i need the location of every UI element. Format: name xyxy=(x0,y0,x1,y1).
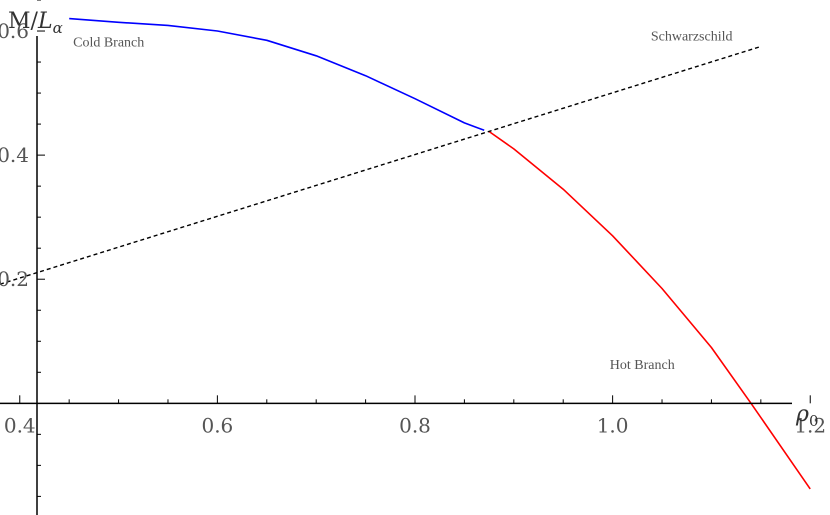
x-tick-label: 0.8 xyxy=(399,413,431,437)
y-axis-label-main: L xyxy=(37,9,53,34)
x-tick-label: 0.4 xyxy=(4,413,36,437)
y-axis-label-prefix: M/ xyxy=(8,9,39,34)
y-tick-label: 0.2 xyxy=(0,267,29,291)
annotations-layer: Cold Branch Schwarzschild Hot Branch xyxy=(73,29,732,373)
x-ticks: 0.4 0.6 0.8 1.0 1.2 xyxy=(4,395,826,437)
y-ticks: 0.2 0.4 0.6 xyxy=(0,0,45,497)
x-tick-label: 0.6 xyxy=(201,413,233,437)
x-tick-label: 1.0 xyxy=(597,413,629,437)
series-line-cold-branch xyxy=(69,17,485,132)
x-axis-label-sub: 0 xyxy=(809,412,819,430)
x-tick-label: 1.2 xyxy=(794,413,826,437)
x-axis-label: ρ0 xyxy=(795,402,818,430)
annotation-schwarzschild: Schwarzschild xyxy=(651,29,733,44)
series-line-hot-branch xyxy=(488,130,811,490)
y-axis-label-sub: α xyxy=(53,19,63,37)
annotation-cold-branch: Cold Branch xyxy=(73,36,144,51)
annotation-hot-branch: Hot Branch xyxy=(610,358,675,373)
x-axis-label-main: ρ xyxy=(795,402,809,427)
series-layer xyxy=(0,17,811,490)
y-tick-label: 0.6 xyxy=(0,19,29,43)
y-tick-label: 0.4 xyxy=(0,143,29,167)
y-axis-label: M/Lα xyxy=(8,9,63,37)
